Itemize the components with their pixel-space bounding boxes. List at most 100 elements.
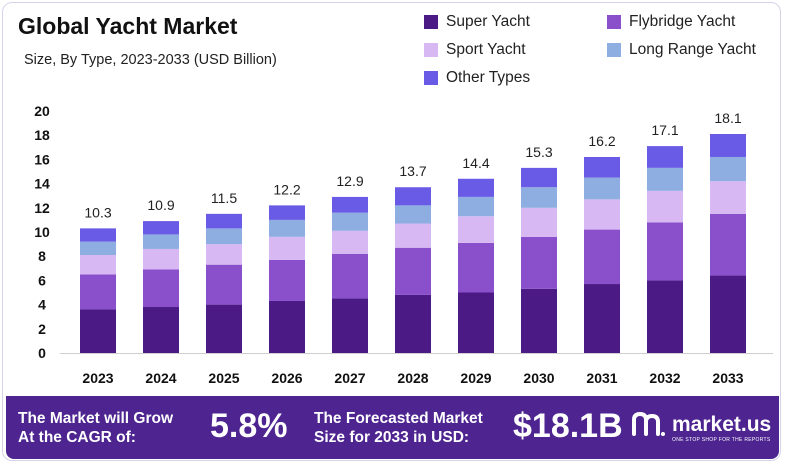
bar-segment-long-range-yacht [143,234,179,249]
bar-total-label: 15.3 [525,144,552,160]
x-tick-label: 2028 [397,370,428,386]
y-tick-label: 18 [34,127,50,143]
y-tick-label: 16 [34,151,50,167]
bar-segment-super-yacht [395,294,431,353]
brand-tagline: ONE STOP SHOP FOR THE REPORTS [672,437,771,443]
y-tick-label: 8 [38,248,46,264]
bar-total-label: 12.2 [273,181,300,197]
footer-banner: The Market will Grow At the CAGR of: 5.8… [6,396,779,459]
bar-total-label: 14.4 [462,155,489,171]
x-tick-label: 2027 [334,370,365,386]
bar-segment-other-types [584,156,620,178]
legend-item-other-types: Other Types [424,69,530,87]
bar-segment-other-types [521,167,557,188]
bar-total-label: 12.9 [336,173,363,189]
chart-subtitle: Size, By Type, 2023-2033 (USD Billion) [24,52,277,68]
bar-total-label: 16.2 [588,133,615,149]
bar-total-label: 10.9 [147,197,174,213]
market-us-logo-icon [632,411,665,436]
bar-segment-sport-yacht [395,223,431,248]
bar-segment-long-range-yacht [206,228,242,245]
y-tick-label: 20 [34,103,50,119]
bar-total-label: 10.3 [84,204,111,220]
bar-segment-sport-yacht [647,190,683,223]
bar-segment-flybridge-yacht [80,274,116,310]
legend-swatch-super-yacht [424,15,438,29]
brand-logo: market.us ONE STOP SHOP FOR THE REPORTS [630,410,772,443]
legend-item-long-range-yacht: Long Range Yacht [607,41,756,59]
bar-segment-long-range-yacht [332,212,368,231]
bar-segment-super-yacht [269,300,305,353]
bar-segment-sport-yacht [332,230,368,254]
bar-segment-sport-yacht [521,207,557,237]
cagr-label-line2: At the CAGR of: [18,429,136,446]
bar-segment-other-types [80,228,116,242]
bar-segment-flybridge-yacht [521,236,557,289]
bar-segment-other-types [206,213,242,229]
chart-frame [2,2,781,461]
bar-segment-sport-yacht [710,181,746,214]
cagr-label-line1: The Market will Grow [18,410,174,427]
stacked-bar-chart: 0 2 4 6 8 10 12 14 16 18 20 10.3 2023 10.9 2024 11.5 202… [34,103,773,386]
bar-total-label: 18.1 [714,110,741,126]
bar-segment-flybridge-yacht [206,264,242,305]
y-tick-label: 2 [38,321,46,337]
x-tick-label: 2031 [586,370,617,386]
x-tick-label: 2030 [523,370,554,386]
brand-name: market.us [672,413,772,436]
bar-segment-super-yacht [647,280,683,353]
forecast-label-line2: Size for 2033 in USD: [314,429,470,446]
bar-segment-long-range-yacht [710,156,746,182]
x-tick-label: 2032 [649,370,680,386]
cagr-value: 5.8% [210,407,288,445]
forecast-label-line1: The Forecasted Market [314,410,483,427]
bar-segment-other-types [395,187,431,206]
bar-segment-flybridge-yacht [269,259,305,301]
bar-segment-sport-yacht [143,248,179,270]
y-tick-label: 10 [34,224,50,240]
legend-item-super-yacht: Super Yacht [424,13,530,31]
bar-segment-long-range-yacht [521,187,557,208]
x-tick-label: 2023 [82,370,113,386]
x-tick-label: 2029 [460,370,491,386]
bar-segment-long-range-yacht [80,241,116,255]
bar-segment-super-yacht [332,298,368,353]
legend-label-flybridge-yacht: Flybridge Yacht [629,13,736,30]
bar-segment-sport-yacht [584,199,620,230]
bar-segment-other-types [332,196,368,213]
bar-total-label: 11.5 [211,190,237,206]
bar-segment-super-yacht [584,284,620,353]
chart-title: Global Yacht Market [18,13,238,39]
bar-segment-long-range-yacht [584,177,620,200]
bar-segment-other-types [458,178,494,197]
legend-swatch-other-types [424,71,438,85]
x-tick-label: 2033 [712,370,743,386]
bar-segment-flybridge-yacht [710,213,746,276]
legend-label-other-types: Other Types [446,69,531,86]
bar-segment-long-range-yacht [395,205,431,224]
bar-segment-super-yacht [206,304,242,353]
y-tick-label: 4 [38,297,46,313]
bar-segment-super-yacht [710,275,746,353]
bar-total-label: 17.1 [651,122,678,138]
y-tick-label: 14 [34,176,50,192]
bar-segment-super-yacht [80,309,116,353]
bar-segment-flybridge-yacht [458,242,494,293]
bar-segment-flybridge-yacht [647,222,683,281]
bar-segment-flybridge-yacht [143,269,179,308]
bar-segment-flybridge-yacht [332,253,368,299]
bar-segment-long-range-yacht [647,167,683,191]
bar-segment-super-yacht [521,288,557,353]
bar-segment-other-types [710,133,746,157]
bar-segment-super-yacht [458,292,494,353]
bar-segment-long-range-yacht [458,196,494,217]
y-tick-label: 0 [38,345,46,361]
legend-swatch-long-range-yacht [607,43,621,57]
bar-total-label: 13.7 [399,163,426,179]
bar-segment-other-types [269,205,305,220]
bar-segment-other-types [647,146,683,168]
legend-swatch-sport-yacht [424,43,438,57]
bar-segment-sport-yacht [80,254,116,275]
legend-item-flybridge-yacht: Flybridge Yacht [607,13,735,31]
bar-segment-flybridge-yacht [395,247,431,295]
